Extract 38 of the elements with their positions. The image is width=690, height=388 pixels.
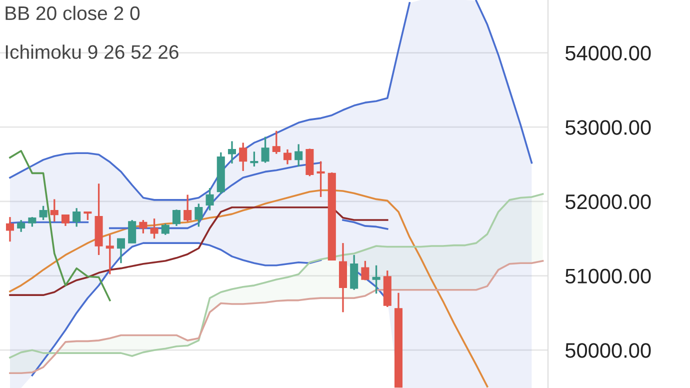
candlestick bbox=[372, 264, 380, 294]
candlestick bbox=[139, 219, 148, 234]
candlestick bbox=[283, 148, 292, 166]
candlestick bbox=[106, 234, 114, 276]
candlestick bbox=[50, 198, 58, 222]
candlestick bbox=[72, 207, 81, 228]
candlestick bbox=[116, 238, 125, 264]
candlestick bbox=[150, 218, 158, 240]
annotation: Ichimoku 9 26 52 26 bbox=[6, 44, 178, 59]
candlestick bbox=[17, 219, 26, 233]
line-series bbox=[9, 150, 111, 302]
candlestick bbox=[250, 150, 258, 168]
y-tick-label: 52000.00 bbox=[566, 194, 651, 210]
candlestick bbox=[361, 260, 370, 282]
candlestick bbox=[184, 194, 192, 222]
candlestick bbox=[316, 160, 325, 198]
candlestick bbox=[161, 222, 170, 236]
y-tick-label: 53000.00 bbox=[566, 120, 651, 135]
candlestick bbox=[206, 187, 214, 212]
candlestick bbox=[6, 216, 14, 242]
line-series bbox=[9, 206, 388, 296]
candlestick bbox=[39, 205, 48, 221]
y-tick-label: 50000.00 bbox=[566, 343, 651, 358]
candlestick bbox=[172, 208, 180, 227]
candlestick bbox=[28, 216, 36, 228]
candlestick bbox=[128, 219, 136, 244]
candlestick bbox=[294, 143, 303, 168]
candlestick bbox=[194, 202, 203, 228]
line-series bbox=[9, 260, 544, 374]
line-series bbox=[9, 189, 488, 388]
candlestick bbox=[61, 214, 70, 227]
candlestick bbox=[272, 130, 280, 155]
candlestick bbox=[239, 142, 248, 172]
y-tick-label: 51000.00 bbox=[566, 268, 651, 284]
candlestick bbox=[228, 140, 236, 164]
annotation: BB 20 close 2 0 bbox=[6, 6, 140, 20]
y-tick-label: 54000.00 bbox=[566, 46, 651, 61]
candlestick bbox=[261, 136, 270, 164]
